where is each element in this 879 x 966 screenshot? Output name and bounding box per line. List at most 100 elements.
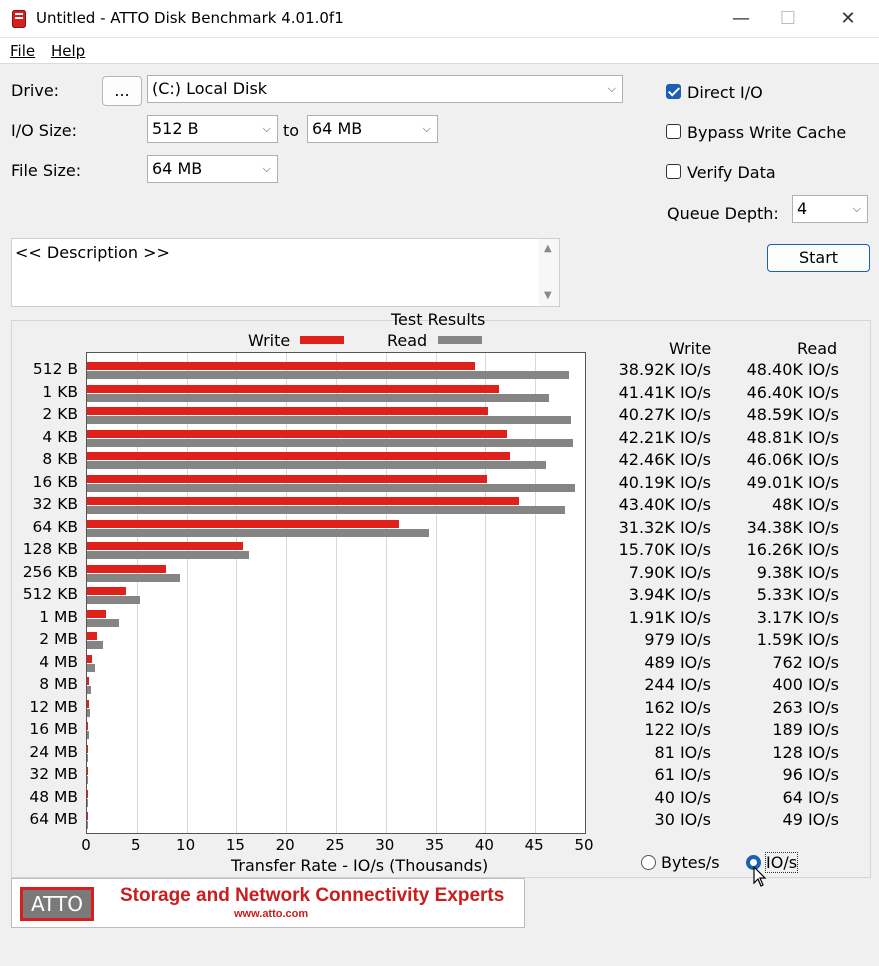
category-label: 64 KB <box>32 517 78 536</box>
x-tick-label: 30 <box>375 836 395 854</box>
read-value: 46.06K IO/s <box>746 450 839 469</box>
close-button[interactable]: ✕ <box>840 8 856 29</box>
write-bar <box>87 429 508 438</box>
drive-select[interactable]: (C:) Local Disk ⌵ <box>147 75 623 103</box>
direct-io-checkbox[interactable] <box>666 84 681 99</box>
file-size-label: File Size: <box>11 161 82 180</box>
x-tick-label: 35 <box>425 836 445 854</box>
verify-data-checkbox[interactable] <box>666 164 681 179</box>
category-label: 64 MB <box>29 810 78 828</box>
gridline <box>286 353 288 833</box>
read-value: 48.81K IO/s <box>746 427 839 447</box>
bytes-radio-label[interactable]: Bytes/s <box>661 853 720 872</box>
minimize-button[interactable]: — <box>732 8 750 29</box>
read-value: 9.38K IO/s <box>756 562 839 582</box>
gridline <box>535 353 537 833</box>
read-bar <box>87 731 89 739</box>
read-value: 400 IO/s <box>772 675 839 694</box>
read-bar <box>87 753 89 762</box>
write-value: 489 IO/s <box>644 652 711 672</box>
category-label: 2 MB <box>39 630 78 648</box>
menu-help[interactable]: Help <box>51 42 85 60</box>
category-label: 1 MB <box>39 607 78 626</box>
start-button[interactable]: Start <box>767 244 870 272</box>
queue-depth-label: Queue Depth: <box>667 204 779 223</box>
write-value: 31.32K IO/s <box>618 517 711 537</box>
write-bar <box>87 587 127 595</box>
read-value: 48K IO/s <box>772 495 839 514</box>
category-label: 32 MB <box>29 765 78 783</box>
read-column-header: Read <box>797 339 838 358</box>
scroll-down-icon[interactable]: ▼ <box>544 290 552 301</box>
bypass-write-cache-label[interactable]: Bypass Write Cache <box>687 123 847 142</box>
file-size-select[interactable]: 64 MB ⌵ <box>147 155 278 183</box>
ios-radio-label[interactable]: IO/s <box>764 852 799 873</box>
gridline <box>136 353 138 833</box>
chart-plot-area <box>86 352 586 834</box>
category-label: 12 MB <box>29 697 78 716</box>
queue-depth-select[interactable]: 4 ⌵ <box>792 195 868 223</box>
chevron-down-icon: ⌵ <box>607 82 616 95</box>
category-label: 8 MB <box>39 675 78 693</box>
description-textarea[interactable]: << Description >> ▲ ▼ <box>11 238 560 307</box>
atto-logo: ATTO <box>20 887 94 921</box>
write-bar <box>87 452 510 460</box>
gridline <box>186 353 188 833</box>
write-value: 30 IO/s <box>654 810 711 829</box>
x-tick-label: 40 <box>474 836 494 854</box>
read-value: 64 IO/s <box>782 787 839 807</box>
category-label: 8 KB <box>42 450 78 468</box>
read-value: 762 IO/s <box>772 652 839 672</box>
write-bar <box>87 564 166 573</box>
read-bar <box>87 438 574 447</box>
direct-io-label[interactable]: Direct I/O <box>687 83 763 102</box>
write-value: 40.27K IO/s <box>618 405 711 424</box>
title-bar: Untitled - ATTO Disk Benchmark 4.01.0f1 … <box>0 0 879 38</box>
read-bar <box>87 528 430 537</box>
menu-bar: File Help <box>0 38 879 64</box>
read-value: 16.26K IO/s <box>746 540 839 559</box>
write-bar <box>87 497 520 505</box>
io-size-to-select[interactable]: 64 MB ⌵ <box>307 115 438 143</box>
write-bar <box>87 542 244 550</box>
drive-value: (C:) Local Disk <box>152 79 268 98</box>
banner-tagline: Storage and Network Connectivity Experts <box>120 885 505 906</box>
write-bar <box>87 632 97 640</box>
write-bar <box>87 722 89 730</box>
menu-file[interactable]: File <box>10 42 35 60</box>
menu-file-label: File <box>10 42 36 60</box>
gridline <box>336 353 337 833</box>
io-size-label: I/O Size: <box>11 121 78 140</box>
atto-banner[interactable]: ATTO Storage and Network Connectivity Ex… <box>11 878 525 928</box>
write-bar <box>87 362 475 370</box>
description-scrollbar[interactable]: ▲ ▼ <box>539 239 559 306</box>
browse-button[interactable]: ... <box>102 76 142 106</box>
write-value: 15.70K IO/s <box>618 540 711 559</box>
bytes-radio[interactable] <box>641 855 656 870</box>
read-bar <box>87 573 181 582</box>
read-bar <box>87 596 141 604</box>
bypass-write-cache-checkbox[interactable] <box>666 124 681 139</box>
read-value: 128 IO/s <box>772 742 839 762</box>
to-label: to <box>283 121 300 140</box>
read-bar <box>87 686 91 694</box>
write-bar <box>87 384 500 393</box>
scroll-up-icon[interactable]: ▲ <box>544 243 552 254</box>
chevron-down-icon: ⌵ <box>852 202 861 215</box>
io-size-from-select[interactable]: 512 B ⌵ <box>147 115 278 143</box>
write-value: 122 IO/s <box>644 720 711 739</box>
write-bar <box>87 407 489 415</box>
maximize-button[interactable]: ☐ <box>779 8 797 29</box>
read-value: 49.01K IO/s <box>746 472 839 492</box>
legend-write-swatch <box>300 336 344 344</box>
write-value: 42.21K IO/s <box>618 427 711 447</box>
x-tick-label: 45 <box>524 836 544 854</box>
gridline <box>236 353 238 833</box>
window-title: Untitled - ATTO Disk Benchmark 4.01.0f1 <box>36 9 344 27</box>
read-value: 34.38K IO/s <box>746 517 839 537</box>
verify-data-label[interactable]: Verify Data <box>687 163 776 182</box>
write-value: 42.46K IO/s <box>618 450 711 469</box>
x-tick-label: 15 <box>225 836 245 854</box>
category-label: 16 MB <box>29 720 78 738</box>
read-bar <box>87 371 570 379</box>
